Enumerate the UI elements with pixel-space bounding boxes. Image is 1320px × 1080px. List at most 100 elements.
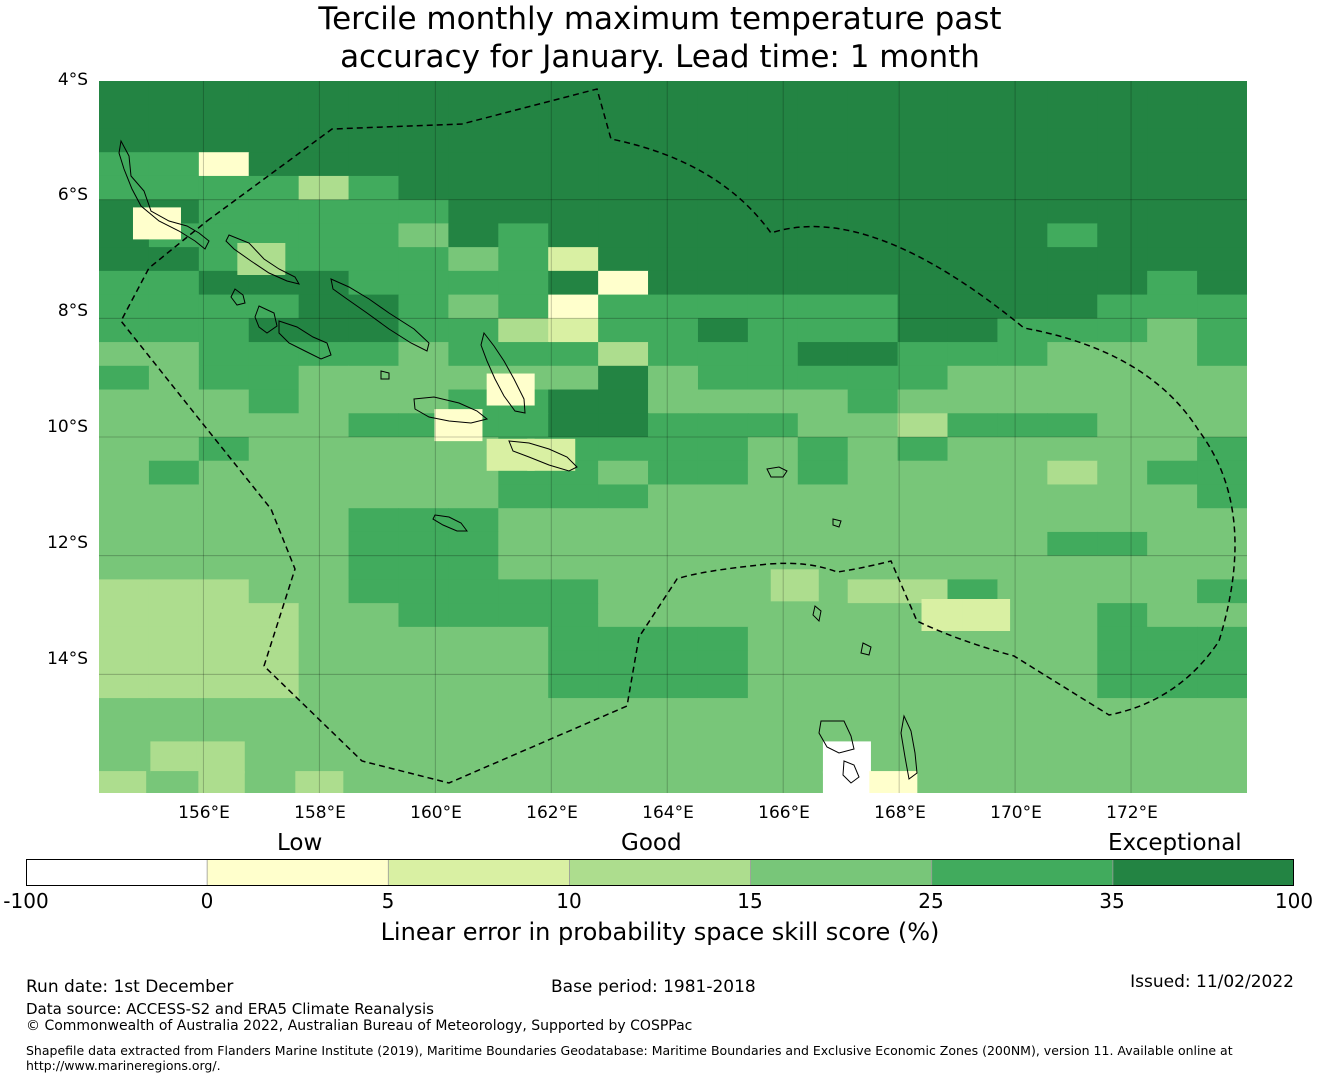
grid-cell [548,531,599,557]
grid-cell [598,365,649,391]
tick-0: 0 [200,889,214,913]
grid-cell [298,698,350,723]
grid-cell [348,531,400,557]
grid-cell [947,674,999,699]
grid-cell [198,626,250,652]
grid-cell [747,460,799,486]
grid-cell [847,175,899,201]
grid-cell [398,365,449,391]
grid-cell [1197,81,1247,106]
coastlines [118,139,918,784]
grid-cell [1197,247,1247,272]
grid-cell [99,342,150,367]
grid-cell [897,318,949,343]
grid-cell [1047,698,1098,723]
grid-cell [1047,437,1098,462]
grid-cell [770,569,819,602]
grid-cell [1147,104,1198,130]
grid-cell [1097,389,1148,414]
grid-cell [548,769,599,793]
grid-cell [348,128,400,153]
grid-cell [747,721,799,747]
grid-cell [797,508,849,533]
eez-boundary [120,88,1236,784]
grid-cell [897,698,949,723]
grid-cell [248,437,300,462]
grid-cell [198,365,250,391]
grid-cell [648,721,699,747]
grid-cell [897,270,949,296]
grid-cell [99,152,150,177]
grid-cell [897,152,949,177]
grid-cell [248,318,300,343]
grid-cell [99,413,150,438]
grid-cell [997,555,1048,580]
grid-cell [598,247,649,272]
grid-cell [598,555,649,580]
grid-cell [797,199,849,224]
malaita-coast [480,331,526,414]
grid-cell [847,555,899,580]
grid-cell [847,247,899,272]
grid-cell [797,247,849,272]
grid-cell [348,413,400,438]
grid-cell [847,508,899,533]
grid-cell [897,531,949,557]
grid-cell [1097,152,1148,177]
grid-cell [298,247,350,272]
grid-cell [99,508,150,533]
grid-cell [498,650,549,675]
grid-cell [548,294,599,319]
grid-cell [1097,508,1148,533]
grid-cell [648,698,699,723]
colorbar [26,859,1294,886]
grid-cell [797,437,849,462]
grid-cell [99,81,150,106]
grid-cell [847,484,899,509]
grid-cell [1147,484,1198,509]
choiseul-coast [225,234,301,285]
grid-cell [348,579,400,604]
grid-cell [1147,342,1198,367]
grid-cell [997,365,1048,391]
colorbar-segment [569,859,752,886]
grid-cell [148,294,200,319]
grid-cell [99,128,150,153]
grid-cell [697,199,749,224]
grid-cell [148,626,200,652]
grid-cell [598,318,649,343]
grid-cell [448,674,499,699]
grid-cell [947,199,999,224]
grid-cell [1047,555,1098,580]
grid-cell [548,650,599,675]
grid-cell [697,437,749,462]
grid-cell [498,579,549,604]
grid-cell [548,81,599,106]
grid-cell [1047,270,1098,296]
grid-cell [847,270,899,296]
grid-cell [1097,460,1148,486]
solomon-islands-eez-boundary [120,88,1236,784]
grid-cell [598,698,649,723]
grid-cell [598,128,649,153]
title-line-2: accuracy for January. Lead time: 1 month [340,39,980,75]
grid-cell [1047,81,1098,106]
colorbar-segment [750,859,933,886]
grid-cell [997,294,1048,319]
map-gridlines [99,81,1247,793]
grid-cell [1097,365,1148,391]
grid-cell [398,152,449,177]
grid-cell [697,318,749,343]
grid-cell [847,413,899,438]
tikopia-coast [832,518,842,528]
grid-cell [648,531,699,557]
grid-cell [598,437,649,462]
grid-cell [648,437,699,462]
copyright: © Commonwealth of Australia 2022, Austra… [26,1018,693,1034]
grid-cell [648,484,699,509]
grid-cell [847,603,899,628]
grid-cell [548,128,599,153]
grid-cell [822,771,871,793]
grid-cell [298,721,350,747]
grid-cell [997,318,1048,343]
